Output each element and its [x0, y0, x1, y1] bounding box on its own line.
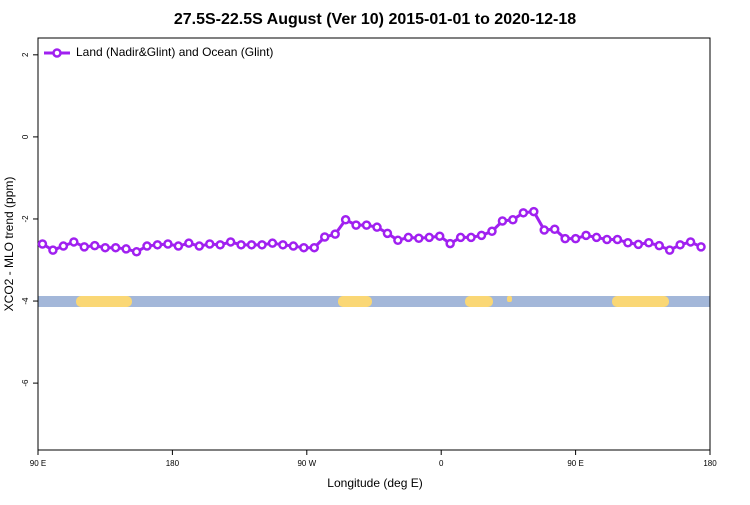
x-tick-label: 180 — [703, 459, 717, 468]
point — [623, 238, 633, 248]
y-tick-label: -2 — [21, 215, 30, 223]
chart-title: 27.5S-22.5S August (Ver 10) 2015-01-01 t… — [174, 11, 576, 28]
land-band — [76, 296, 132, 307]
point — [539, 225, 549, 235]
point — [173, 241, 184, 251]
y-tick-label: -6 — [21, 379, 30, 387]
point — [246, 240, 257, 250]
point — [131, 247, 142, 257]
point — [89, 240, 100, 251]
point — [121, 244, 131, 254]
x-axis-label: Longitude (deg E) — [327, 476, 422, 490]
point — [549, 224, 560, 234]
point — [194, 241, 205, 251]
point — [508, 215, 518, 225]
point — [685, 237, 696, 247]
point — [664, 245, 675, 255]
point — [309, 242, 320, 253]
x-tick-label: 180 — [166, 459, 180, 468]
point — [455, 232, 466, 243]
point — [215, 240, 225, 250]
point — [612, 234, 623, 245]
point — [110, 242, 121, 253]
land-band — [338, 296, 372, 307]
point — [79, 242, 90, 252]
land-band — [465, 296, 493, 307]
land-band — [507, 296, 512, 302]
ocean-band — [38, 296, 710, 307]
point — [403, 232, 414, 243]
y-axis-label: XCO2 - MLO trend (ppm) — [2, 177, 16, 312]
point — [340, 215, 351, 225]
point — [58, 241, 69, 251]
point — [445, 238, 455, 249]
point — [163, 239, 173, 249]
point — [644, 238, 654, 248]
point — [299, 242, 309, 253]
point — [529, 206, 539, 217]
point — [633, 239, 644, 250]
point — [581, 230, 591, 241]
point — [393, 235, 403, 246]
x-tick-label: 90 W — [297, 459, 316, 468]
point — [570, 233, 581, 244]
point — [591, 232, 602, 243]
point — [560, 233, 570, 244]
point — [257, 240, 267, 250]
point — [518, 208, 529, 218]
point — [466, 232, 476, 243]
point — [225, 237, 236, 247]
point — [675, 240, 685, 250]
point — [319, 232, 330, 242]
point — [361, 220, 372, 230]
point — [142, 241, 152, 251]
point — [278, 240, 288, 250]
point — [487, 226, 497, 237]
surface-band — [38, 296, 710, 307]
point — [37, 239, 48, 249]
y-tick-label: 0 — [21, 134, 30, 139]
x-tick-label: 0 — [439, 459, 444, 468]
x-tick-label: 90 E — [30, 459, 46, 468]
point — [414, 233, 424, 244]
point — [382, 228, 393, 239]
point — [288, 241, 299, 251]
point — [434, 231, 445, 241]
legend-marker — [52, 48, 62, 58]
point — [152, 240, 163, 250]
point — [654, 240, 664, 251]
point — [48, 245, 58, 255]
point — [100, 242, 110, 253]
point — [69, 237, 79, 247]
point — [330, 229, 340, 239]
point — [204, 239, 215, 249]
point — [497, 216, 508, 226]
point — [236, 240, 246, 250]
point — [351, 220, 361, 230]
point — [476, 230, 487, 241]
plot-frame — [37, 37, 711, 451]
x-tick-label: 90 E — [567, 459, 583, 468]
point — [184, 238, 194, 248]
land-band — [612, 296, 669, 307]
series-line — [41, 209, 702, 254]
point — [602, 234, 612, 245]
y-tick-label: 2 — [21, 52, 30, 57]
point — [267, 238, 278, 248]
legend-label: Land (Nadir&Glint) and Ocean (Glint) — [76, 45, 273, 59]
point — [696, 242, 706, 252]
y-tick-label: -4 — [21, 297, 30, 305]
point — [372, 222, 382, 232]
point — [424, 232, 435, 243]
